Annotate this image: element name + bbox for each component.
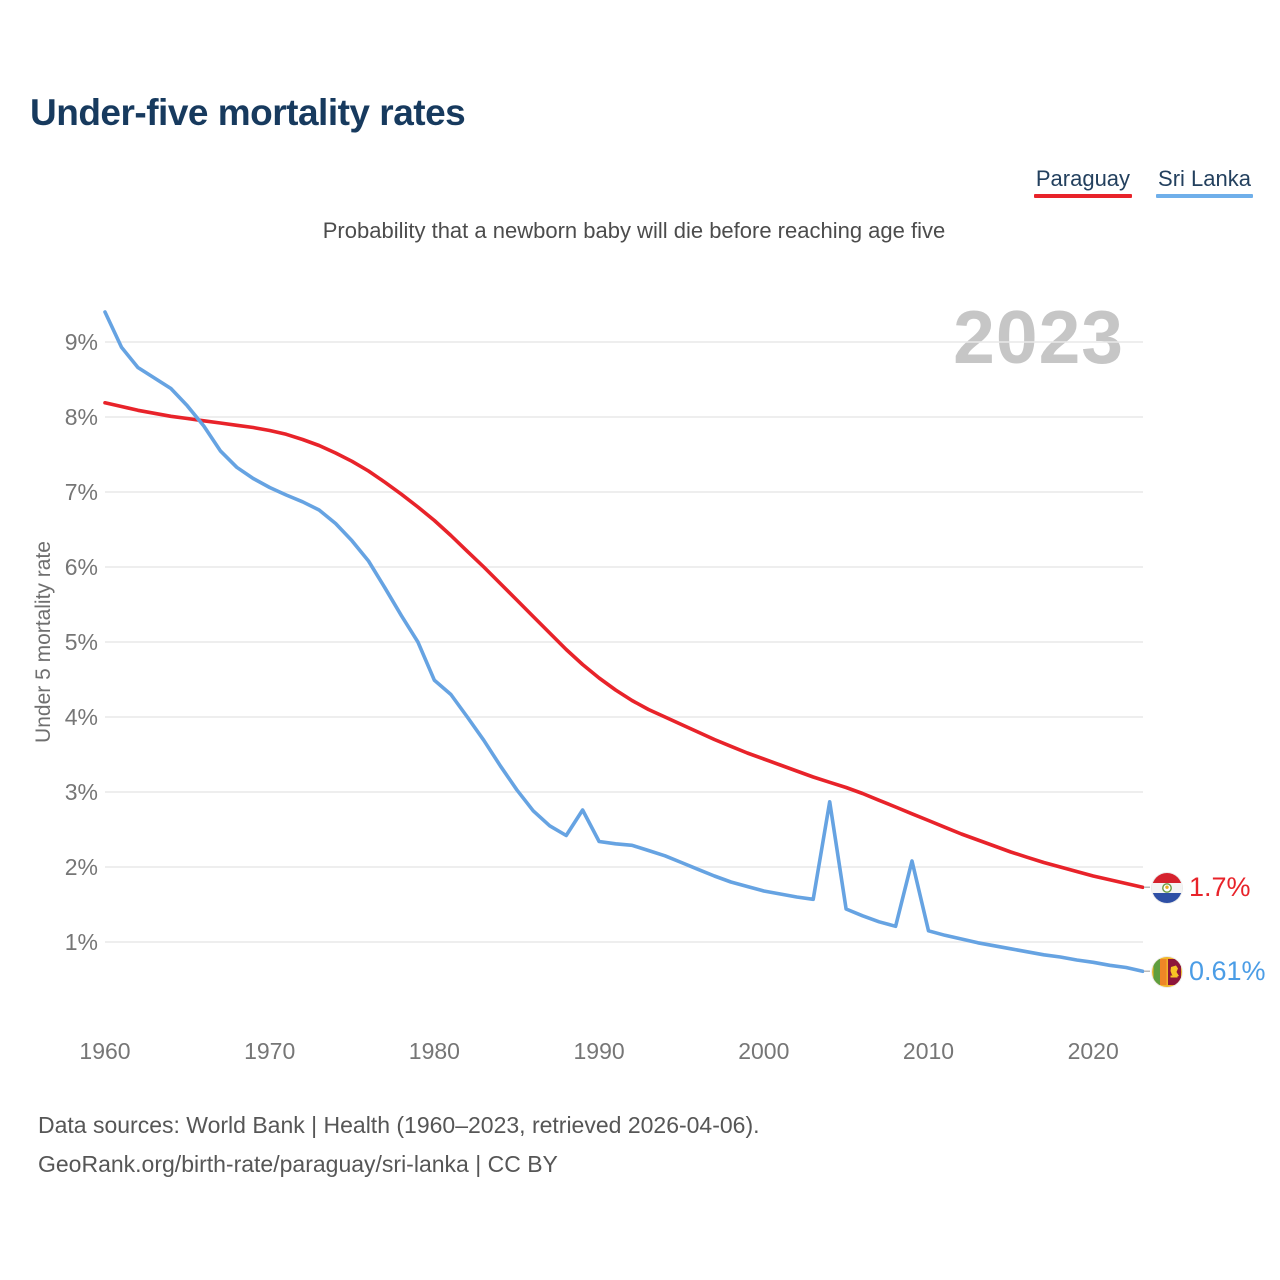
x-tick-label: 1980 xyxy=(408,1038,460,1064)
page-title: Under-five mortality rates xyxy=(30,92,466,133)
footer-data-sources: Data sources: World Bank | Health (1960–… xyxy=(38,1112,760,1138)
legend-underline-sri-lanka xyxy=(1156,194,1253,198)
legend-label-sri-lanka: Sri Lanka xyxy=(1158,166,1251,191)
y-tick-label: 3% xyxy=(64,779,98,805)
sri-lanka-value-label: 0.61% xyxy=(1189,956,1266,987)
legend-label-paraguay: Paraguay xyxy=(1035,166,1131,191)
legend-underline-paraguay xyxy=(1033,194,1133,198)
x-tick-label: 1960 xyxy=(79,1038,131,1064)
y-tick-label: 4% xyxy=(64,704,98,730)
x-tick-label: 2020 xyxy=(1067,1038,1119,1064)
footer: Data sources: World Bank | Health (1960–… xyxy=(38,1106,760,1184)
y-tick-label: 2% xyxy=(64,854,98,880)
end-label-paraguay: 1.7% xyxy=(1152,872,1251,903)
y-tick-label: 8% xyxy=(64,404,98,430)
end-label-sri-lanka: 0.61% xyxy=(1152,956,1266,987)
y-tick-label: 1% xyxy=(64,929,98,955)
paraguay-value-label: 1.7% xyxy=(1189,872,1251,903)
y-tick-label: 9% xyxy=(64,329,98,355)
footer-attribution: GeoRank.org/birth-rate/paraguay/sri-lank… xyxy=(38,1151,558,1177)
series-line-paraguay[interactable] xyxy=(103,400,1145,890)
x-tick-label: 1990 xyxy=(573,1038,625,1064)
legend: Paraguay Sri Lanka xyxy=(1033,166,1253,198)
year-watermark: 2023 xyxy=(953,295,1124,379)
sri-lanka-flag-icon xyxy=(1152,956,1182,987)
x-tick-label: 2010 xyxy=(902,1038,955,1064)
legend-item-paraguay[interactable]: Paraguay xyxy=(1033,166,1133,198)
chart-subtitle: Probability that a newborn baby will die… xyxy=(322,218,946,243)
legend-item-sri-lanka[interactable]: Sri Lanka xyxy=(1156,166,1253,198)
y-tick-label: 6% xyxy=(64,554,98,580)
x-tick-label: 2000 xyxy=(738,1038,790,1064)
y-tick-label: 7% xyxy=(64,479,98,505)
x-tick-label: 1970 xyxy=(244,1038,296,1064)
paraguay-flag-icon xyxy=(1152,872,1182,903)
y-tick-label: 5% xyxy=(64,629,98,655)
series-line-sri-lanka[interactable] xyxy=(103,310,1145,974)
